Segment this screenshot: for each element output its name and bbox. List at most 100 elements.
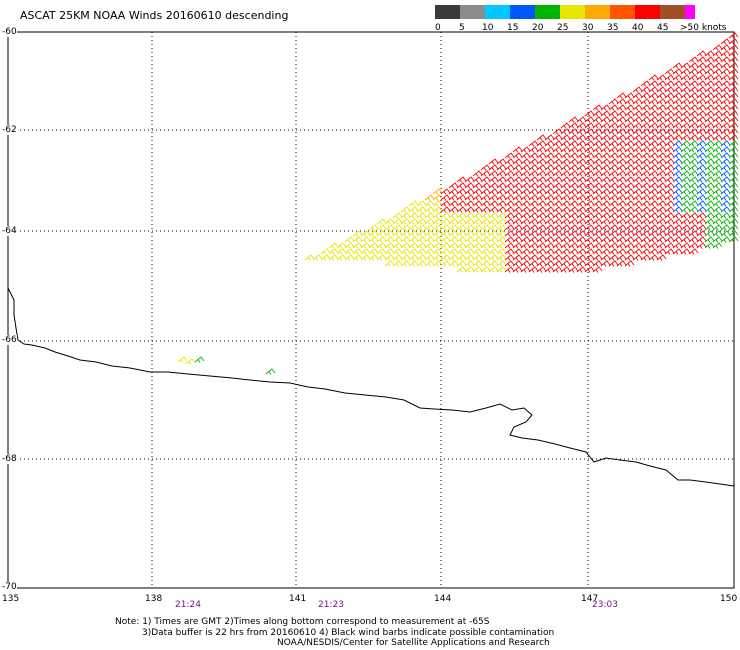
- wind-barb: [704, 188, 715, 195]
- wind-barb: [384, 236, 395, 243]
- wind-barb: [648, 146, 659, 153]
- wind-barb: [688, 224, 699, 231]
- wind-barb: [704, 212, 715, 219]
- wind-barb: [440, 200, 451, 207]
- wind-barb: [704, 200, 715, 207]
- wind-barb: [728, 92, 739, 99]
- wind-barb: [720, 86, 731, 93]
- wind-barb: [568, 200, 579, 207]
- wind-barb: [616, 188, 627, 195]
- wind-barb: [632, 230, 643, 237]
- wind-barb: [424, 194, 435, 201]
- wind-barb: [464, 266, 475, 273]
- wind-barb: [712, 146, 723, 153]
- wind-barb: [568, 212, 579, 219]
- wind-barb: [680, 62, 691, 69]
- wind-barb: [712, 68, 723, 75]
- wind-barb: [584, 218, 595, 225]
- wind-barb: [512, 248, 523, 255]
- wind-barb: [672, 140, 683, 147]
- wind-barb: [488, 236, 499, 243]
- wind-barb: [712, 182, 723, 189]
- wind-barb: [592, 188, 603, 195]
- wind-barb: [696, 230, 707, 237]
- wind-barb: [536, 146, 547, 153]
- wind-barb: [600, 206, 611, 213]
- wind-barb: [608, 122, 619, 129]
- wind-barb: [504, 218, 515, 225]
- wind-barb: [504, 248, 515, 255]
- wind-barb: [712, 170, 723, 177]
- wind-barb: [720, 146, 731, 153]
- wind-barb: [672, 116, 683, 123]
- wind-barb: [544, 140, 555, 147]
- wind-barb: [632, 152, 643, 159]
- wind-barb: [648, 218, 659, 225]
- legend-tick: 40: [632, 23, 644, 33]
- wind-barb: [480, 218, 491, 225]
- wind-barb: [632, 206, 643, 213]
- wind-barb: [488, 248, 499, 255]
- wind-barb: [392, 212, 403, 219]
- wind-barb: [688, 182, 699, 189]
- wind-barb: [696, 176, 707, 183]
- wind-barb: [512, 260, 523, 267]
- wind-barb: [720, 116, 731, 123]
- wind-barb: [688, 134, 699, 141]
- wind-barb: [648, 92, 659, 99]
- wind-barb: [432, 254, 443, 261]
- wind-barb: [616, 182, 627, 189]
- wind-barb: [520, 242, 531, 249]
- wind-barb: [384, 254, 395, 261]
- wind-barb: [704, 104, 715, 111]
- wind-barb: [584, 128, 595, 135]
- wind-barb: [696, 56, 707, 63]
- wind-barb: [456, 206, 467, 213]
- wind-barb: [680, 146, 691, 153]
- wind-barb: [560, 224, 571, 231]
- wind-barb: [568, 122, 579, 129]
- wind-barb: [640, 248, 651, 255]
- wind-barb: [712, 194, 723, 201]
- wind-barb: [592, 260, 603, 267]
- wind-barb: [592, 116, 603, 123]
- wind-barb: [672, 62, 683, 69]
- wind-barb: [720, 50, 731, 57]
- wind-barb: [624, 194, 635, 201]
- wind-barb: [584, 200, 595, 207]
- wind-barb: [680, 134, 691, 141]
- wind-barb: [720, 200, 731, 207]
- wind-barb: [696, 206, 707, 213]
- wind-barb: [648, 236, 659, 243]
- wind-barb: [488, 164, 499, 171]
- wind-barb: [632, 248, 643, 255]
- wind-barb: [728, 116, 739, 123]
- wind-barb: [560, 266, 571, 273]
- wind-barb: [480, 170, 491, 177]
- wind-barb: [600, 218, 611, 225]
- wind-barb: [672, 104, 683, 111]
- wind-barb: [712, 176, 723, 183]
- wind-barb: [416, 230, 427, 237]
- wind-barb: [344, 236, 355, 243]
- wind-barb: [568, 152, 579, 159]
- wind-barb: [496, 176, 507, 183]
- wind-barb: [720, 224, 731, 231]
- wind-barb: [624, 248, 635, 255]
- wind-barb: [704, 68, 715, 75]
- wind-barb: [456, 200, 467, 207]
- wind-barb: [680, 188, 691, 195]
- wind-barb: [696, 92, 707, 99]
- wind-barb: [648, 128, 659, 135]
- wind-barb: [664, 152, 675, 159]
- legend-tick: 35: [607, 23, 619, 33]
- wind-barb: [424, 200, 435, 207]
- wind-barb: [488, 260, 499, 267]
- wind-barb: [464, 200, 475, 207]
- wind-barb: [464, 176, 475, 183]
- wind-barb: [376, 224, 387, 231]
- wind-barb: [416, 218, 427, 225]
- wind-barb: [504, 164, 515, 171]
- wind-barb: [392, 236, 403, 243]
- wind-barb: [528, 170, 539, 177]
